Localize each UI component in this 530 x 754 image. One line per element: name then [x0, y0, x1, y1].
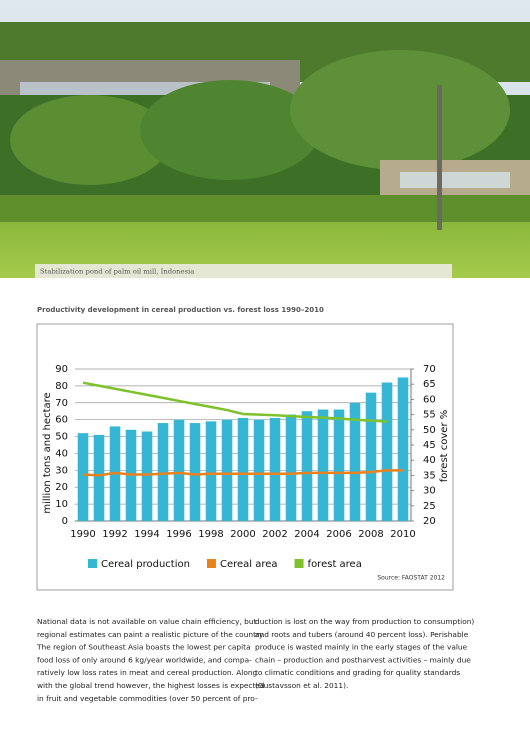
- x-tick-label: 1990: [70, 529, 95, 540]
- bar: [285, 414, 297, 521]
- y2-tick-label: 70: [423, 364, 436, 375]
- chart-source: Source: FAOSTAT 2012: [377, 575, 445, 582]
- bar: [157, 423, 169, 521]
- y2-axis-label: forest cover %: [439, 410, 450, 482]
- bar: [269, 417, 281, 521]
- body-text-line: to climatic conditions and grading for q…: [255, 668, 460, 677]
- body-text-line: food loss of only around 6 kg/year world…: [37, 655, 252, 664]
- line: [82, 469, 403, 477]
- bar: [333, 409, 345, 521]
- bar: [301, 411, 313, 521]
- y2-tick-label: 35: [423, 470, 436, 481]
- bar: [173, 419, 185, 521]
- y2-tick-label: 40: [423, 455, 436, 466]
- y2-tick-label: 55: [423, 410, 436, 421]
- body-text-line: in fruit and vegetable commodities (over…: [37, 694, 258, 703]
- bar: [365, 392, 377, 521]
- y-tick-label: 20: [55, 482, 68, 493]
- body-text-line: The region of Southeast Asia boasts the …: [36, 643, 251, 652]
- x-tick-label: 2006: [326, 529, 351, 540]
- x-tick-label: 2010: [390, 529, 415, 540]
- bar: [381, 382, 393, 521]
- legend-label: Cereal area: [220, 559, 278, 570]
- bar: [397, 377, 409, 521]
- bar: [141, 431, 153, 521]
- y-tick-label: 90: [55, 364, 68, 375]
- body-text-line: and roots and tubers (around 40 percent …: [255, 630, 469, 639]
- photo: Stabilization pond of palm oil mill, Ind…: [0, 0, 530, 278]
- bar: [317, 409, 329, 521]
- bar: [221, 419, 233, 521]
- line: [82, 381, 388, 423]
- legend-label: Cereal production: [101, 559, 190, 570]
- y2-tick-label: 60: [423, 394, 436, 405]
- y-tick-label: 40: [55, 448, 68, 459]
- y-tick-label: 60: [55, 415, 68, 426]
- y2-tick-label: 25: [423, 501, 436, 512]
- photo-caption: Stabilization pond of palm oil mill, Ind…: [40, 268, 194, 276]
- x-tick-label: 1998: [198, 529, 223, 540]
- y-tick-label: 30: [55, 465, 68, 476]
- x-tick-label: 2008: [358, 529, 383, 540]
- body-text-line: produce is wasted mainly in the early st…: [255, 643, 468, 652]
- bar: [253, 419, 265, 521]
- y2-tick-label: 45: [423, 440, 436, 451]
- bar: [93, 434, 105, 521]
- y-axis-label: million tons and hectare: [42, 392, 53, 513]
- x-tick-label: 1992: [102, 529, 127, 540]
- body-text-line: chain – production and postharvest activ…: [255, 655, 471, 664]
- x-tick-label: 1996: [166, 529, 191, 540]
- x-tick-label: 2004: [294, 529, 319, 540]
- x-tick-label: 2002: [262, 529, 287, 540]
- x-tick-label: 1994: [134, 529, 159, 540]
- chart-title: Productivity development in cereal produ…: [37, 306, 324, 314]
- bar: [349, 402, 361, 521]
- legend-swatch: [88, 559, 97, 568]
- y2-tick-label: 30: [423, 486, 436, 497]
- body-text-line: regional estimates can paint a realistic…: [37, 630, 265, 639]
- y2-tick-label: 20: [423, 516, 436, 527]
- y-tick-label: 50: [55, 432, 68, 443]
- bar: [237, 417, 249, 521]
- y-tick-label: 10: [55, 499, 68, 510]
- legend-label: forest area: [308, 559, 362, 570]
- x-tick-label: 2000: [230, 529, 255, 540]
- body-text-line: ratively low loss rates in meat and cere…: [37, 668, 258, 677]
- y2-tick-label: 50: [423, 425, 436, 436]
- body-text-line: (Gustavsson et al. 2011).: [255, 681, 348, 690]
- bar: [205, 421, 217, 521]
- body-text-line: with the global trend however, the highe…: [37, 681, 265, 690]
- y-tick-label: 80: [55, 381, 68, 392]
- y2-tick-label: 65: [423, 379, 436, 390]
- legend-swatch: [294, 559, 304, 568]
- legend-swatch: [206, 559, 216, 568]
- body-text-line: National data is not available on value …: [37, 617, 257, 626]
- bar: [189, 423, 201, 521]
- bar: [77, 433, 89, 521]
- body-text-line: duction is lost on the way from producti…: [255, 617, 474, 626]
- y-tick-label: 70: [55, 398, 68, 409]
- y-tick-label: 0: [62, 516, 68, 527]
